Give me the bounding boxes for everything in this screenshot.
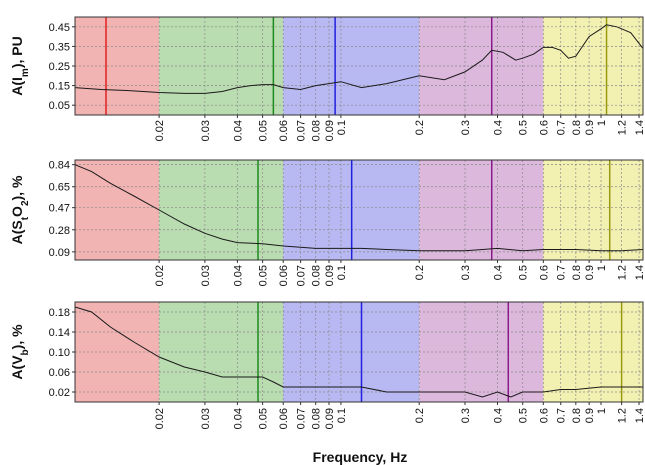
y-tick-label: 0.84	[49, 160, 70, 172]
frequency-band	[75, 302, 160, 402]
x-tick-label: 0.9	[584, 265, 596, 280]
y-tick-label: 0.45	[49, 22, 70, 34]
series-line-1	[74, 306, 643, 398]
x-tick-label: 1.4	[634, 265, 645, 280]
y-tick-label: 0.18	[49, 307, 70, 319]
panels: 0.05 0.15 0.25 0.35 0.45 0.02 0.03 0.04 0.05 0.06…	[9, 16, 645, 429]
x-tick-label: 0.04	[232, 265, 244, 286]
y-tick-label: 0.35	[49, 41, 70, 53]
x-tick-label: 0.3	[460, 408, 472, 423]
x-tick-label: 0.6	[538, 408, 550, 423]
x-tick-label: 0.02	[154, 408, 166, 429]
x-tick-label: 0.05	[258, 265, 270, 286]
y-tick-label: 0.06	[49, 367, 70, 379]
y-tick-label: 0.28	[49, 225, 70, 237]
x-tick-label: 0.02	[154, 265, 166, 286]
x-tick-label: 0.06	[278, 408, 290, 429]
x-tick-label: 0.07	[296, 265, 308, 286]
x-tick-label: 1.2	[617, 120, 629, 135]
chart-panel-2: 0.09 0.28 0.47 0.65 0.84 0.02 0.03 0.04 0.05 0.06…	[9, 159, 645, 286]
series-line-1	[74, 164, 644, 252]
x-tick-label: 0.02	[154, 120, 166, 141]
x-tick-label: 0.2	[414, 408, 426, 423]
y-tick-label: 0.65	[49, 182, 70, 194]
x-tick-label: 0.1	[336, 265, 348, 280]
x-tick-label: 0.09	[324, 408, 336, 429]
x-tick-label: 0.07	[296, 408, 308, 429]
x-tick-label: 1.2	[617, 408, 629, 423]
y-axis-label: A(Vb), %	[9, 324, 31, 380]
x-tick-label: 0.9	[584, 408, 596, 423]
x-tick-label: 1.4	[634, 408, 645, 423]
y-tick-label: 0.02	[49, 387, 70, 399]
x-tick-label: 0.2	[414, 265, 426, 280]
x-tick-label: 0.06	[278, 265, 290, 286]
x-tick-label: 0.5	[518, 265, 530, 280]
y-axis-label: A(Im), PU	[9, 36, 31, 95]
x-tick-label: 1	[596, 408, 608, 414]
x-tick-label: 0.08	[311, 408, 323, 429]
x-tick-label: 0.03	[200, 408, 212, 429]
x-tick-label: 0.04	[232, 120, 244, 141]
x-tick-label: 0.05	[258, 408, 270, 429]
x-tick-label: 0.7	[556, 120, 568, 135]
x-tick-label: 0.6	[538, 120, 550, 135]
frequency-band	[75, 160, 160, 260]
y-tick-label: 0.15	[49, 81, 70, 93]
y-axis-label: A(StO2), %	[9, 175, 31, 244]
frequency-band	[543, 160, 643, 260]
x-tick-label: 0.8	[571, 265, 583, 280]
y-tick-label: 0.10	[49, 347, 70, 359]
x-tick-label: 0.4	[493, 265, 505, 280]
y-tick-label: 0.09	[49, 247, 70, 259]
x-tick-label: 0.06	[278, 120, 290, 141]
x-tick-label: 0.08	[311, 120, 323, 141]
y-tick-label: 0.47	[49, 203, 70, 215]
chart-panel-1: 0.05 0.15 0.25 0.35 0.45 0.02 0.03 0.04 0.05 0.06…	[9, 16, 645, 141]
x-tick-label: 1.2	[617, 265, 629, 280]
x-tick-label: 0.07	[296, 120, 308, 141]
series-line-1	[74, 24, 644, 94]
x-tick-label: 0.5	[518, 408, 530, 423]
y-tick-label: 0.25	[49, 61, 70, 73]
x-tick-label: 0.7	[556, 265, 568, 280]
x-tick-label: 0.08	[311, 265, 323, 286]
x-tick-label: 0.7	[556, 408, 568, 423]
x-axis-label: Frequency, Hz	[313, 449, 408, 465]
x-tick-label: 0.09	[324, 120, 336, 141]
frequency-band	[159, 160, 284, 260]
x-tick-label: 0.3	[460, 120, 472, 135]
x-tick-label: 0.03	[200, 265, 212, 286]
x-tick-label: 0.9	[584, 120, 596, 135]
x-tick-label: 1.4	[634, 120, 645, 135]
x-tick-label: 0.4	[493, 120, 505, 135]
x-tick-label: 0.5	[518, 120, 530, 135]
y-tick-label: 0.05	[49, 100, 70, 112]
chart-panel-3: 0.02 0.06 0.10 0.14 0.18 0.02 0.03 0.04 0.05 0.06…	[9, 301, 645, 429]
x-tick-label: 0.3	[460, 265, 472, 280]
x-tick-label: 0.8	[571, 408, 583, 423]
y-tick-label: 0.14	[49, 327, 70, 339]
x-tick-label: 0.04	[232, 408, 244, 429]
x-tick-label: 0.8	[571, 120, 583, 135]
x-tick-label: 0.4	[493, 408, 505, 423]
x-tick-label: 0.6	[538, 265, 550, 280]
x-tick-label: 1	[596, 120, 608, 126]
x-tick-label: 0.1	[336, 408, 348, 423]
x-tick-label: 0.05	[258, 120, 270, 141]
frequency-band	[419, 160, 544, 260]
x-tick-label: 0.09	[324, 265, 336, 286]
x-tick-label: 1	[596, 265, 608, 271]
frequency-band	[75, 17, 160, 115]
plot-frame	[74, 159, 644, 261]
x-tick-label: 0.1	[336, 120, 348, 135]
x-tick-label: 0.2	[414, 120, 426, 135]
x-tick-label: 0.03	[200, 120, 212, 141]
